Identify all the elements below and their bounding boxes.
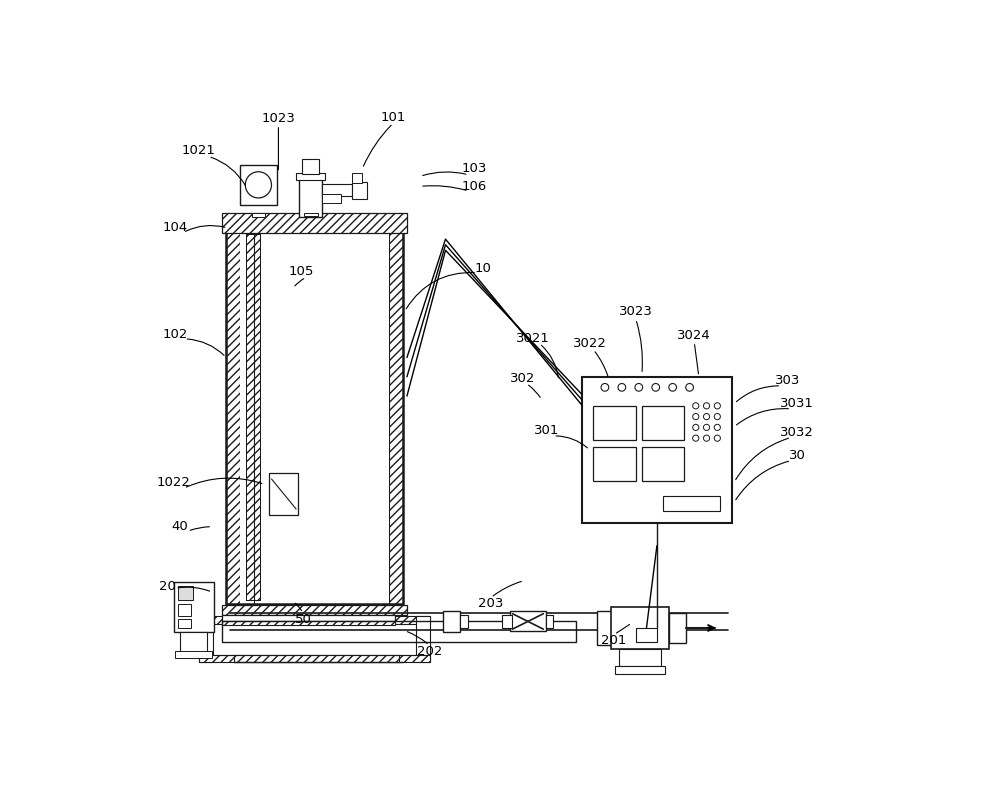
Text: 1021: 1021	[181, 144, 215, 158]
Bar	[615, 666, 665, 673]
Text: 201: 201	[601, 634, 627, 647]
Circle shape	[703, 424, 710, 431]
Circle shape	[635, 384, 643, 391]
Text: 103: 103	[461, 162, 487, 175]
Text: 303: 303	[775, 374, 800, 387]
Bar	[240, 230, 389, 603]
Bar	[597, 611, 613, 646]
Bar	[642, 406, 684, 440]
Bar	[593, 447, 636, 482]
Circle shape	[714, 403, 720, 409]
Bar	[199, 616, 213, 662]
Bar	[296, 173, 325, 180]
Bar	[299, 178, 322, 217]
Text: 104: 104	[163, 221, 188, 235]
Bar	[240, 165, 277, 205]
Bar	[304, 213, 318, 217]
Bar	[222, 605, 407, 615]
Circle shape	[703, 403, 710, 409]
Bar	[322, 184, 352, 197]
Circle shape	[601, 384, 609, 391]
Text: 40: 40	[171, 521, 188, 533]
Bar	[178, 586, 193, 600]
Text: 3032: 3032	[780, 427, 814, 439]
Bar	[502, 615, 512, 627]
Bar	[663, 496, 720, 511]
Bar	[222, 621, 576, 642]
Bar	[178, 619, 191, 628]
Circle shape	[693, 403, 699, 409]
Circle shape	[245, 172, 271, 198]
Text: 10: 10	[475, 262, 492, 275]
Circle shape	[686, 384, 693, 391]
Circle shape	[693, 414, 699, 419]
Bar	[611, 607, 669, 650]
Text: 3023: 3023	[619, 305, 653, 318]
Bar	[642, 447, 684, 482]
Bar	[178, 603, 191, 616]
Text: 301: 301	[534, 424, 560, 437]
Bar	[234, 654, 399, 662]
Text: 101: 101	[380, 111, 406, 123]
Bar	[226, 230, 403, 603]
Bar	[226, 217, 403, 232]
Bar	[636, 628, 657, 642]
Circle shape	[714, 424, 720, 431]
Circle shape	[669, 384, 677, 391]
Circle shape	[714, 435, 720, 441]
Circle shape	[693, 435, 699, 441]
Circle shape	[703, 435, 710, 441]
Text: 102: 102	[163, 328, 188, 341]
Text: 202: 202	[417, 645, 442, 658]
Text: 1023: 1023	[261, 112, 295, 125]
Text: 106: 106	[461, 180, 487, 193]
Bar	[582, 377, 732, 523]
Bar	[180, 632, 207, 654]
Text: 3024: 3024	[677, 330, 711, 342]
Text: 3021: 3021	[516, 332, 550, 345]
Text: 105: 105	[288, 264, 313, 278]
Circle shape	[714, 414, 720, 419]
Text: 3031: 3031	[780, 397, 814, 410]
Bar	[226, 230, 240, 603]
Bar	[222, 213, 407, 232]
Bar	[443, 611, 460, 632]
Bar	[352, 173, 362, 182]
Text: 20: 20	[159, 580, 176, 593]
Bar	[199, 616, 430, 624]
Bar	[619, 650, 661, 666]
Bar	[174, 582, 214, 632]
Text: 1022: 1022	[157, 476, 191, 490]
Text: 302: 302	[510, 372, 535, 384]
Bar	[460, 615, 468, 628]
Circle shape	[693, 424, 699, 431]
Bar	[510, 611, 546, 631]
Bar	[302, 158, 319, 174]
Text: 3022: 3022	[573, 337, 606, 350]
Bar	[199, 654, 430, 662]
Circle shape	[652, 384, 660, 391]
Text: 203: 203	[478, 597, 504, 611]
Bar	[352, 181, 367, 199]
Bar	[252, 213, 265, 217]
Circle shape	[703, 414, 710, 419]
Bar	[546, 615, 553, 627]
Circle shape	[618, 384, 626, 391]
Bar	[322, 194, 341, 203]
Bar	[669, 613, 686, 643]
Bar	[416, 616, 430, 662]
Bar	[246, 234, 260, 600]
Bar	[175, 651, 212, 657]
Bar	[222, 621, 395, 626]
Bar	[222, 615, 395, 621]
Bar	[269, 473, 298, 515]
Bar	[593, 406, 636, 440]
Text: 50: 50	[295, 613, 311, 626]
Bar	[246, 234, 260, 600]
Text: 30: 30	[789, 450, 806, 462]
Bar	[226, 217, 403, 232]
Bar	[389, 230, 403, 603]
